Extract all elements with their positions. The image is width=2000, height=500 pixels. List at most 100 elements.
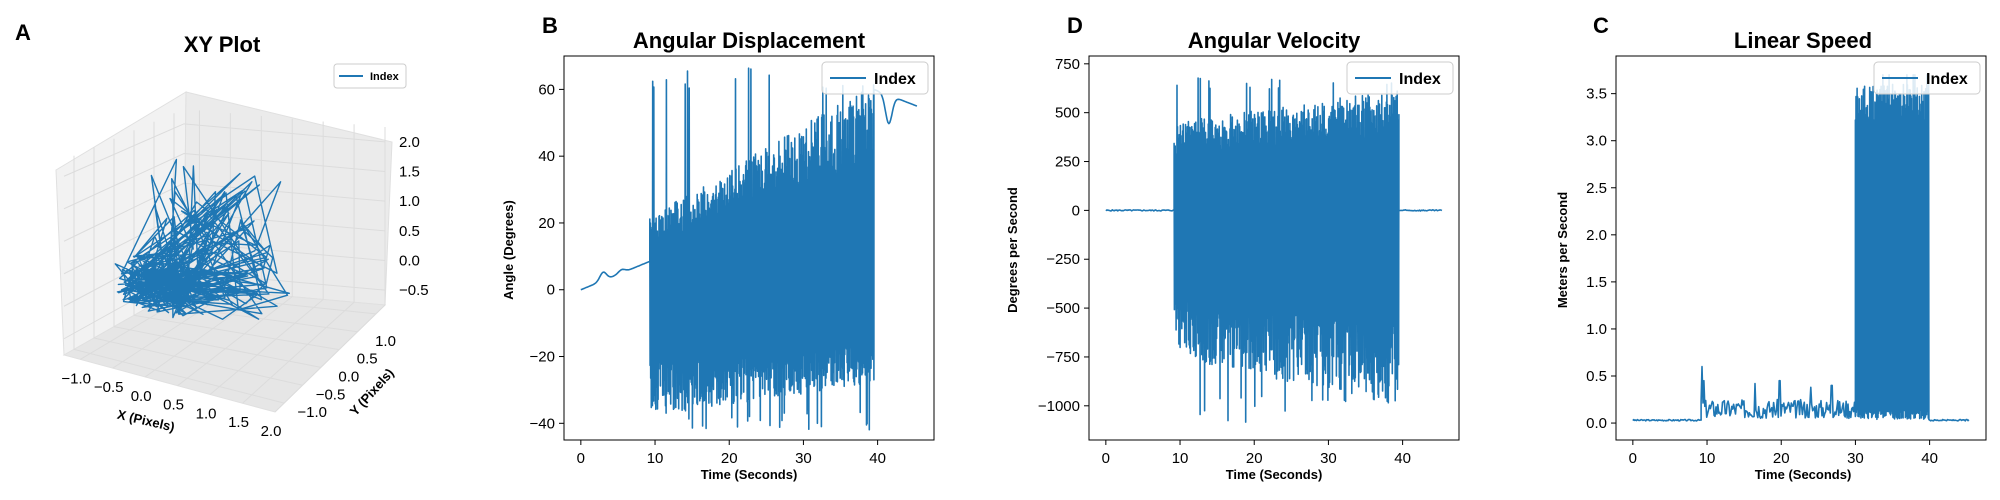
y-tick-label: 1.5 bbox=[1586, 274, 1607, 291]
x-tick-label: 30 bbox=[795, 450, 812, 467]
x-tick-label: 0.0 bbox=[131, 388, 152, 405]
plot-frame bbox=[1088, 55, 1460, 441]
series-line-index bbox=[1632, 74, 1970, 422]
series-line-index bbox=[580, 67, 918, 431]
y-tick-label: 0.5 bbox=[1586, 368, 1607, 385]
xy-plot-title: XY Plot bbox=[184, 32, 261, 57]
panel-angular-velocity: D Angular Velocity Degrees per Second Ti… bbox=[1005, 13, 1460, 482]
y-tick-label: −20 bbox=[530, 349, 555, 366]
linear-speed-title: Linear Speed bbox=[1734, 28, 1872, 53]
z-tick-label: 2.0 bbox=[399, 134, 420, 151]
x-axis-label: Time (Seconds) bbox=[1226, 467, 1323, 482]
x-tick-label: 20 bbox=[721, 450, 738, 467]
y-tick-label: −250 bbox=[1046, 251, 1080, 268]
panel-linear-speed: C Linear Speed Meters per Second Time (S… bbox=[1555, 13, 1987, 482]
legend-label: Index bbox=[1399, 71, 1441, 88]
panel-xy-plot: A XY Plot −1.0−0.50.00.51.01.52.0−1.0−0.… bbox=[15, 20, 429, 440]
grid-line bbox=[209, 121, 324, 395]
series-line-index bbox=[1105, 77, 1443, 423]
x-tick-label: −1.0 bbox=[61, 370, 91, 387]
panel-letter-c: C bbox=[1593, 13, 1609, 38]
angular-velocity-plot: 0 10 20 30 40 −1000 −750 −500 −250 0 250 500 750 Inde… bbox=[1038, 55, 1460, 467]
angular-displacement-plot: 0 10 20 30 40 −40 −20 0 20 40 60 Index bbox=[530, 55, 935, 467]
angular-velocity-title: Angular Velocity bbox=[1188, 28, 1361, 53]
grid-line bbox=[274, 127, 386, 413]
y-tick-label: −750 bbox=[1046, 349, 1080, 366]
linear-speed-plot: 0 10 20 30 40 0.0 0.5 1.0 1.5 2.0 2.5 3.0 3.5 Index bbox=[1586, 55, 1987, 467]
grid-line bbox=[93, 147, 303, 386]
x-tick-label: 30 bbox=[1320, 450, 1337, 467]
panel-angular-displacement: B Angular Displacement Angle (Degrees) T… bbox=[501, 13, 935, 482]
panel-letter-d: D bbox=[1067, 13, 1083, 38]
grid-line bbox=[177, 118, 293, 387]
y-tick-label: 250 bbox=[1055, 154, 1080, 171]
panel-letter-b: B bbox=[542, 13, 558, 38]
x-tick-label: 30 bbox=[1847, 450, 1864, 467]
y-tick-label: 0.0 bbox=[338, 368, 359, 385]
x-tick-label: 10 bbox=[647, 450, 664, 467]
y-tick-label: 2.5 bbox=[1586, 180, 1607, 197]
y-tick-label: 0.0 bbox=[1586, 415, 1607, 432]
y-axis-label: Angle (Degrees) bbox=[501, 200, 516, 300]
legend-box bbox=[1346, 61, 1454, 95]
y-tick-label: 0.5 bbox=[357, 351, 378, 368]
x-tick-label: 10 bbox=[1699, 450, 1716, 467]
y-axis-label: Meters per Second bbox=[1555, 192, 1570, 308]
grid-line bbox=[113, 138, 321, 368]
xy-trajectory bbox=[114, 158, 290, 320]
z-tick-label: 0.0 bbox=[399, 253, 420, 270]
x-axis-label: Time (Seconds) bbox=[1755, 467, 1852, 482]
z-tick-label: 1.0 bbox=[399, 193, 420, 210]
series-line-index bbox=[114, 158, 290, 320]
x-tick-label: 10 bbox=[1172, 450, 1189, 467]
y-tick-label: 60 bbox=[538, 81, 555, 98]
grid-line bbox=[63, 152, 386, 210]
grid-line bbox=[133, 130, 340, 351]
x-tick-label: 40 bbox=[1394, 450, 1411, 467]
y-tick-label: 2.0 bbox=[1586, 227, 1607, 244]
grid-line bbox=[242, 124, 355, 404]
x-tick-label: 20 bbox=[1773, 450, 1790, 467]
x-tick-label: 0 bbox=[577, 450, 585, 467]
x-tick-label: 1.5 bbox=[228, 414, 249, 431]
grid-line bbox=[63, 182, 386, 242]
x-axis-label: Time (Seconds) bbox=[701, 467, 798, 482]
x-tick-label: 0 bbox=[1102, 450, 1110, 467]
legend-box bbox=[821, 61, 929, 95]
x-tick-label: −0.5 bbox=[94, 379, 124, 396]
z-tick-label: 1.5 bbox=[399, 164, 420, 181]
y-tick-label: 0 bbox=[1072, 202, 1080, 219]
y-axis-label: Degrees per Second bbox=[1005, 187, 1020, 313]
y-tick-label: 750 bbox=[1055, 56, 1080, 73]
axis-ticks-3d: −1.0−0.50.00.51.01.52.0−1.0−0.50.00.51.0… bbox=[61, 134, 428, 440]
x-tick-label: 40 bbox=[869, 450, 886, 467]
y-tick-label: 1.0 bbox=[1586, 321, 1607, 338]
x-tick-label: 20 bbox=[1246, 450, 1263, 467]
y-tick-label: 1.0 bbox=[375, 333, 396, 350]
y-tick-label: −0.5 bbox=[316, 386, 346, 403]
legend-label: Index bbox=[370, 71, 400, 83]
panel-letter-a: A bbox=[15, 20, 31, 45]
z-tick-label: −0.5 bbox=[399, 282, 429, 299]
x-tick-label: 40 bbox=[1921, 450, 1938, 467]
y-tick-label: 500 bbox=[1055, 105, 1080, 122]
x-tick-label: 1.0 bbox=[196, 405, 217, 422]
legend-label: Index bbox=[874, 71, 916, 88]
z-tick-label: 0.5 bbox=[399, 223, 420, 240]
y-tick-label: −40 bbox=[530, 415, 555, 432]
y-tick-label: −500 bbox=[1046, 300, 1080, 317]
grid-line bbox=[63, 123, 386, 177]
plot-frame bbox=[563, 55, 935, 441]
legend-box bbox=[1873, 61, 1981, 95]
y-tick-label: 3.5 bbox=[1586, 86, 1607, 103]
y-tick-label: −1.0 bbox=[297, 404, 327, 421]
angular-displacement-title: Angular Displacement bbox=[633, 28, 866, 53]
y-tick-label: 0 bbox=[547, 282, 555, 299]
y-tick-label: 40 bbox=[538, 148, 555, 165]
y-tick-label: 3.0 bbox=[1586, 133, 1607, 150]
y-tick-label: −1000 bbox=[1038, 398, 1080, 415]
y-tick-label: 20 bbox=[538, 215, 555, 232]
grid-line bbox=[73, 155, 285, 404]
legend-box bbox=[333, 63, 407, 89]
